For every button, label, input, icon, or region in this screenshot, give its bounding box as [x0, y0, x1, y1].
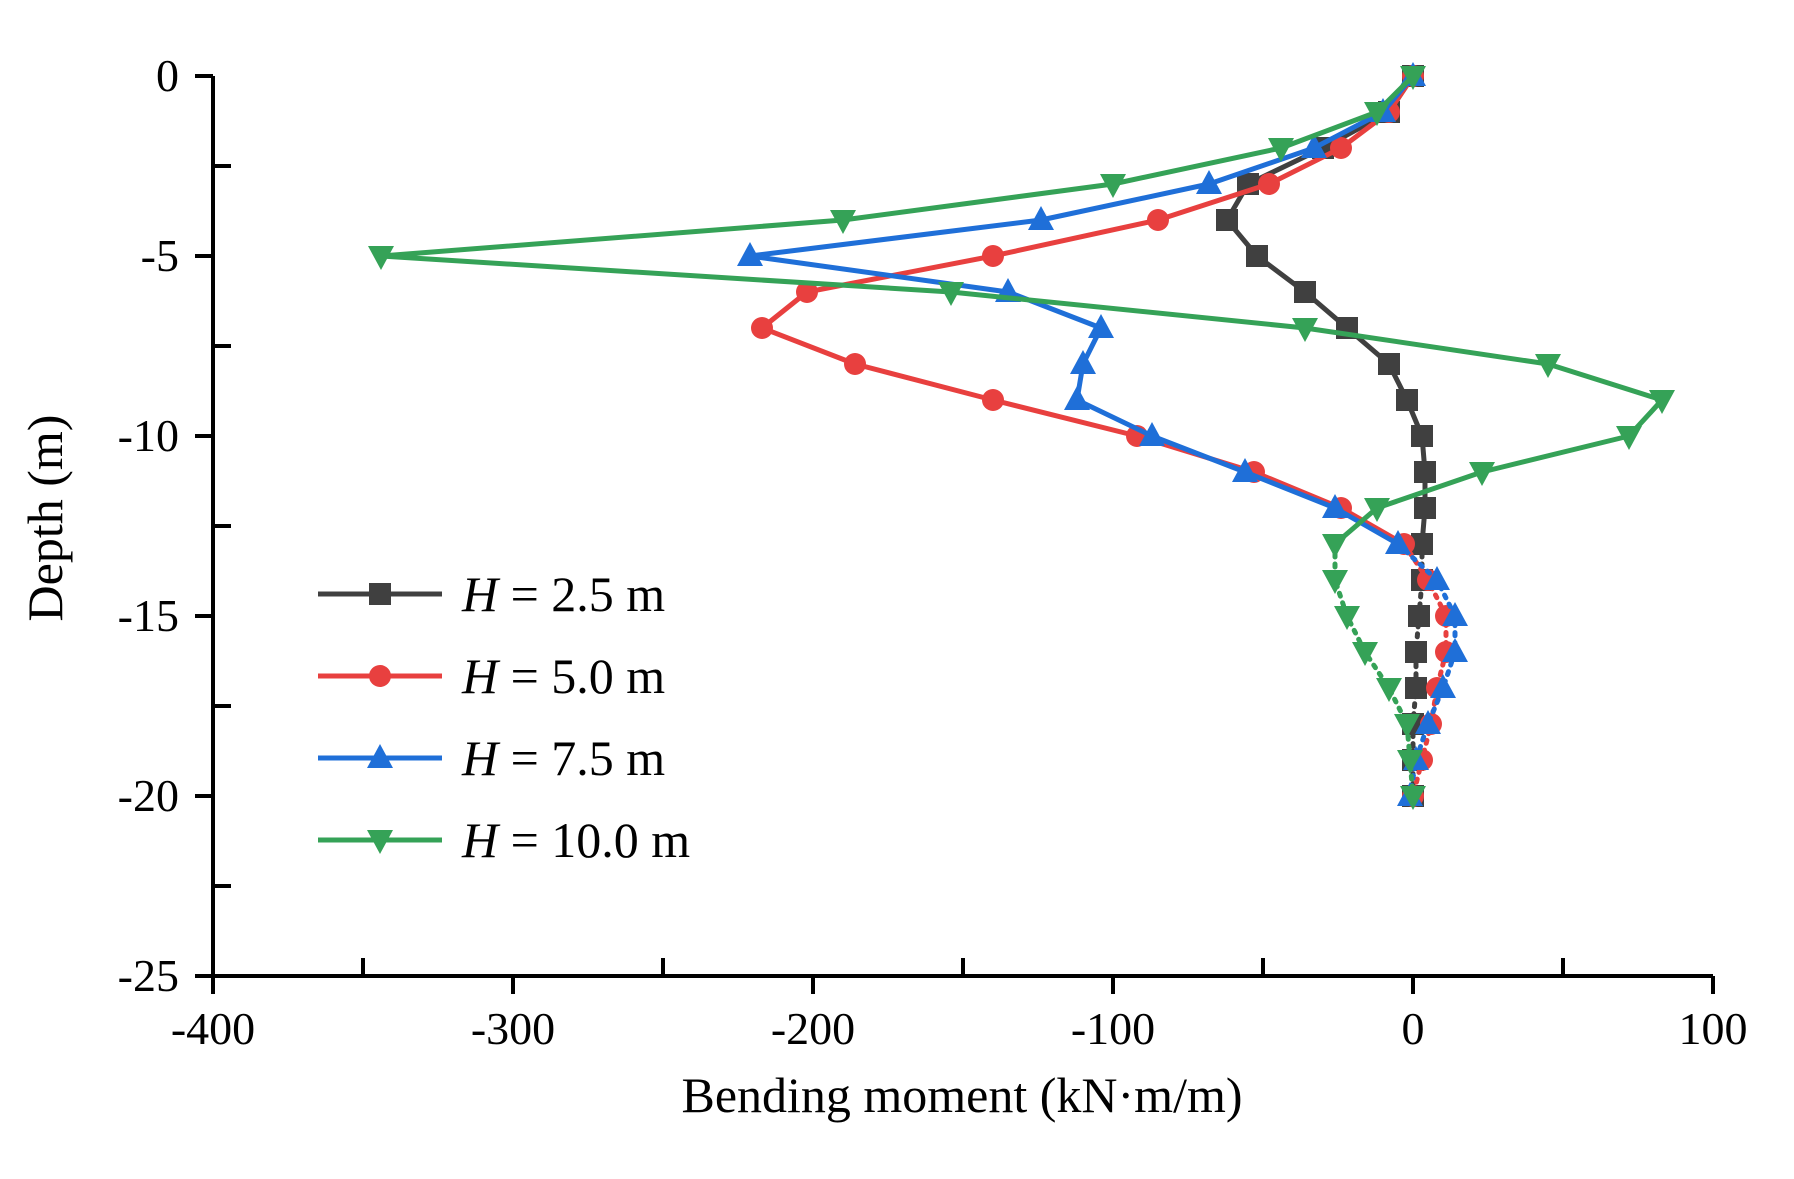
data-point: [368, 246, 394, 270]
data-point: [1442, 602, 1468, 626]
data-point: [1330, 137, 1352, 159]
data-point: [1378, 353, 1400, 375]
data-point: [1028, 206, 1054, 230]
data-point: [737, 242, 763, 266]
legend-swatch-marker: [367, 830, 393, 854]
data-point: [982, 389, 1004, 411]
data-point: [1397, 750, 1423, 774]
series-line-dotted: [1332, 541, 1416, 799]
data-point: [1469, 462, 1495, 486]
data-point: [1064, 386, 1090, 410]
data-point: [1232, 458, 1258, 482]
data-point: [1649, 390, 1675, 414]
data-point: [1322, 494, 1348, 518]
data-point: [1405, 641, 1427, 663]
data-point: [751, 317, 773, 339]
x-tick-label: 100: [1679, 1003, 1748, 1054]
legend-item: H = 7.5 m: [318, 730, 665, 786]
y-tick-label: -5: [141, 230, 179, 281]
series-1: [1216, 65, 1436, 807]
data-point: [1147, 209, 1169, 231]
data-point: [1364, 498, 1390, 522]
data-point: [1334, 606, 1360, 630]
data-point: [796, 281, 818, 303]
legend-swatch-marker: [369, 665, 391, 687]
x-tick-label: -100: [1071, 1003, 1155, 1054]
series-layer: [368, 62, 1675, 810]
y-tick-label: -10: [118, 410, 179, 461]
legend-item: H = 5.0 m: [318, 648, 665, 704]
data-point: [1616, 426, 1642, 450]
data-point: [1385, 530, 1411, 554]
data-point: [1268, 138, 1294, 162]
data-point: [1100, 174, 1126, 198]
data-point: [1294, 281, 1316, 303]
data-point: [1415, 710, 1441, 734]
y-tick-label: -15: [118, 590, 179, 641]
data-point: [1414, 497, 1436, 519]
data-point: [1216, 209, 1238, 231]
data-point: [1442, 638, 1468, 662]
legend-label: H = 2.5 m: [461, 566, 665, 622]
data-point: [1408, 605, 1430, 627]
series-line: [378, 74, 1665, 546]
data-point: [1301, 134, 1327, 158]
data-point: [1535, 354, 1561, 378]
data-point: [1405, 677, 1427, 699]
series-3: [737, 62, 1468, 806]
data-point: [1376, 678, 1402, 702]
data-point: [1258, 173, 1280, 195]
axes: -400 -300 -200 -100 0 100 0 -5 -10 -15 -20 -25: [118, 50, 1748, 1054]
data-point: [844, 353, 866, 375]
data-point: [1196, 170, 1222, 194]
legend-label: H = 10.0 m: [461, 812, 690, 868]
legend-label: H = 5.0 m: [461, 648, 665, 704]
x-axis-title: Bending moment (kN·m/m): [681, 1067, 1242, 1123]
legend-swatch-marker: [369, 583, 391, 605]
data-point: [982, 245, 1004, 267]
data-point: [1424, 566, 1450, 590]
y-tick-label: 0: [156, 50, 179, 101]
x-tick-label: -400: [171, 1003, 255, 1054]
data-point: [938, 282, 964, 306]
data-point: [1400, 786, 1426, 810]
x-tick-label: -200: [771, 1003, 855, 1054]
y-axis-title: Depth (m): [17, 415, 73, 622]
data-point: [1352, 642, 1378, 666]
data-point: [1414, 461, 1436, 483]
legend-label: H = 7.5 m: [461, 730, 665, 786]
y-tick-label: -25: [118, 950, 179, 1001]
data-point: [1070, 350, 1096, 374]
series-line: [747, 74, 1415, 547]
data-point: [1411, 533, 1433, 555]
data-point: [1246, 245, 1268, 267]
legend: H = 2.5 m H = 5.0 m H = 7.5 m H = 10.0 m: [318, 566, 690, 868]
data-point: [1292, 318, 1318, 342]
data-point: [830, 210, 856, 234]
legend-swatch-marker: [367, 744, 393, 768]
data-point: [1396, 389, 1418, 411]
data-point: [1400, 66, 1426, 90]
series-4: [368, 66, 1675, 810]
data-point: [1322, 534, 1348, 558]
data-point: [1364, 102, 1390, 126]
data-point: [1394, 714, 1420, 738]
data-point: [1411, 425, 1433, 447]
y-tick-label: -20: [118, 770, 179, 821]
data-point: [1139, 422, 1165, 446]
data-point: [1430, 674, 1456, 698]
legend-item: H = 2.5 m: [318, 566, 665, 622]
x-tick-label: -300: [471, 1003, 555, 1054]
legend-item: H = 10.0 m: [318, 812, 690, 868]
x-tick-label: 0: [1402, 1003, 1425, 1054]
data-point: [1088, 314, 1114, 338]
data-point: [1322, 570, 1348, 594]
